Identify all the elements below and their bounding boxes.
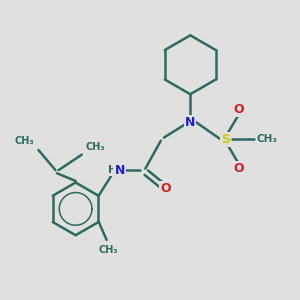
Text: O: O <box>233 162 244 175</box>
Text: O: O <box>160 182 171 195</box>
Text: CH₃: CH₃ <box>15 136 34 146</box>
Text: H: H <box>108 165 117 175</box>
Text: N: N <box>114 164 125 177</box>
Text: CH₃: CH₃ <box>86 142 106 152</box>
Text: O: O <box>233 103 244 116</box>
Text: N: N <box>185 116 196 129</box>
Text: S: S <box>221 133 230 146</box>
Text: CH₃: CH₃ <box>98 245 118 255</box>
Text: CH₃: CH₃ <box>256 134 277 144</box>
